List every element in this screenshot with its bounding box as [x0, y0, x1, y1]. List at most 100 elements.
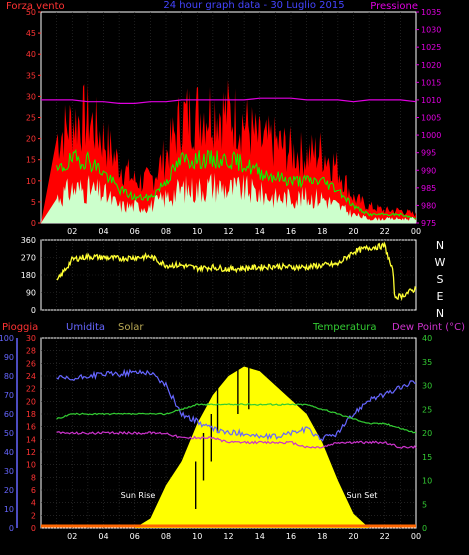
pressure-tick-label: 1005: [421, 114, 441, 123]
x-tick-label: 08: [161, 227, 171, 236]
rain-tick-label: 20: [26, 397, 36, 406]
pressure-line: [41, 97, 417, 105]
pressure-tick-label: 975: [421, 219, 436, 228]
temperature-tick-label: 35: [422, 358, 432, 367]
rain-tick-label: 0: [31, 524, 36, 533]
rain-tick-label: 26: [26, 359, 36, 368]
humidity-tick-label: 20: [4, 486, 14, 495]
x-tick-label: 12: [223, 532, 233, 541]
x-tick-label: 02: [67, 532, 77, 541]
humidity-tick-label: 90: [4, 353, 14, 362]
x-tick-label: 22: [380, 227, 390, 236]
wind-tick-label: 25: [26, 114, 36, 123]
pressure-tick-label: 1025: [421, 43, 441, 52]
x-tick-label: 00: [411, 227, 421, 236]
humidity-tick-label: 60: [4, 410, 14, 419]
temperature-tick-label: 10: [422, 477, 432, 486]
x-tick-label: 16: [286, 532, 296, 541]
direction-line: [56, 241, 417, 302]
temperature-tick-label: 15: [422, 453, 432, 462]
x-tick-label: 10: [192, 227, 202, 236]
direction-tick-label: 270: [21, 254, 36, 263]
wind-tick-label: 40: [26, 50, 36, 59]
rain-tick-label: 2: [31, 511, 36, 520]
sun-set-label: Sun Set: [347, 491, 378, 500]
humidity-tick-label: 80: [4, 372, 14, 381]
humidity-tick-label: 10: [4, 505, 14, 514]
wind-tick-label: 35: [26, 71, 36, 80]
rain-tick-label: 18: [26, 410, 36, 419]
x-tick-label: 06: [130, 532, 140, 541]
humidity-tick-label: 0: [9, 524, 14, 533]
x-tick-label: 04: [98, 532, 108, 541]
temperature-tick-label: 0: [422, 524, 427, 533]
x-tick-label: 12: [223, 227, 233, 236]
wind-tick-label: 20: [26, 135, 36, 144]
compass-label: N: [436, 239, 444, 252]
rain-tick-label: 8: [31, 473, 36, 482]
temperature-tick-label: 30: [422, 382, 432, 391]
graph-title: 24 hour graph data - 30 Luglio 2015: [163, 0, 344, 11]
x-tick-label: 06: [130, 227, 140, 236]
pressure-tick-label: 1035: [421, 8, 441, 17]
temperature-tick-label: 5: [422, 500, 427, 509]
temperature-line: [56, 403, 417, 434]
x-tick-label: 16: [286, 227, 296, 236]
rain-tick-label: 30: [26, 334, 36, 343]
pressure-tick-label: 990: [421, 166, 436, 175]
compass-label: E: [437, 290, 444, 303]
x-tick-label: 02: [67, 227, 77, 236]
temperature-tick-label: 40: [422, 334, 432, 343]
x-tick-label: 18: [317, 532, 327, 541]
wind-tick-label: 45: [26, 29, 36, 38]
rain-tick-label: 28: [26, 347, 36, 356]
humidity-tick-label: 70: [4, 391, 14, 400]
wind-gust-area: [41, 80, 416, 223]
pressure-tick-label: 980: [421, 201, 436, 210]
wind-tick-label: 30: [26, 92, 36, 101]
wind-x-axis: 02 04 06 08 10 12 14 16 18 20 22 00: [67, 227, 421, 236]
direction-left-axis: 0 90 180 270 360: [21, 236, 36, 315]
wind-tick-label: 0: [31, 219, 36, 228]
compass-label: N: [436, 307, 444, 320]
x-tick-label: 20: [348, 532, 358, 541]
wind-title: Forza vento: [6, 1, 65, 12]
humidity-line: [56, 368, 417, 442]
humidity-title: Umidita: [66, 322, 105, 333]
climate-x-axis: 02 04 06 08 10 12 14 16 18 20 22 00: [67, 532, 421, 541]
dewpoint-title: Dew Point (°C): [392, 322, 465, 333]
x-tick-label: 14: [255, 532, 265, 541]
humidity-tick-label: 40: [4, 448, 14, 457]
wind-light-area: [41, 172, 416, 223]
x-tick-label: 08: [161, 532, 171, 541]
wind-tick-label: 15: [26, 156, 36, 165]
wind-tick-label: 50: [26, 8, 36, 17]
rain-tick-label: 22: [26, 385, 36, 394]
direction-tick-label: 0: [31, 306, 36, 315]
temperature-title: Temperatura: [312, 322, 377, 333]
dewpoint-line: [56, 430, 417, 449]
temperature-axis: 0 5 10 15 20 25 30 35 40: [422, 334, 432, 533]
compass-label: S: [437, 273, 444, 286]
compass-label: W: [435, 256, 446, 269]
humidity-axis: 0 10 20 30 40 50 60 70 80 90 100: [0, 334, 18, 533]
solar-title: Solar: [118, 322, 144, 333]
rain-tick-label: 10: [26, 461, 36, 470]
pressure-tick-label: 1010: [421, 96, 441, 105]
direction-tick-label: 90: [26, 289, 36, 298]
x-tick-label: 22: [380, 532, 390, 541]
wind-tick-label: 5: [31, 198, 36, 207]
solar-area: [41, 366, 416, 528]
humidity-tick-label: 100: [0, 334, 14, 343]
rain-tick-label: 16: [26, 423, 36, 432]
x-tick-label: 10: [192, 532, 202, 541]
direction-tick-label: 360: [21, 236, 36, 245]
wind-series: [41, 80, 417, 223]
wind-left-axis: 0 5 10 15 20 25 30 35 40 45 50: [26, 8, 41, 228]
pressure-tick-label: 1015: [421, 78, 441, 87]
rain-tick-label: 4: [31, 499, 36, 508]
